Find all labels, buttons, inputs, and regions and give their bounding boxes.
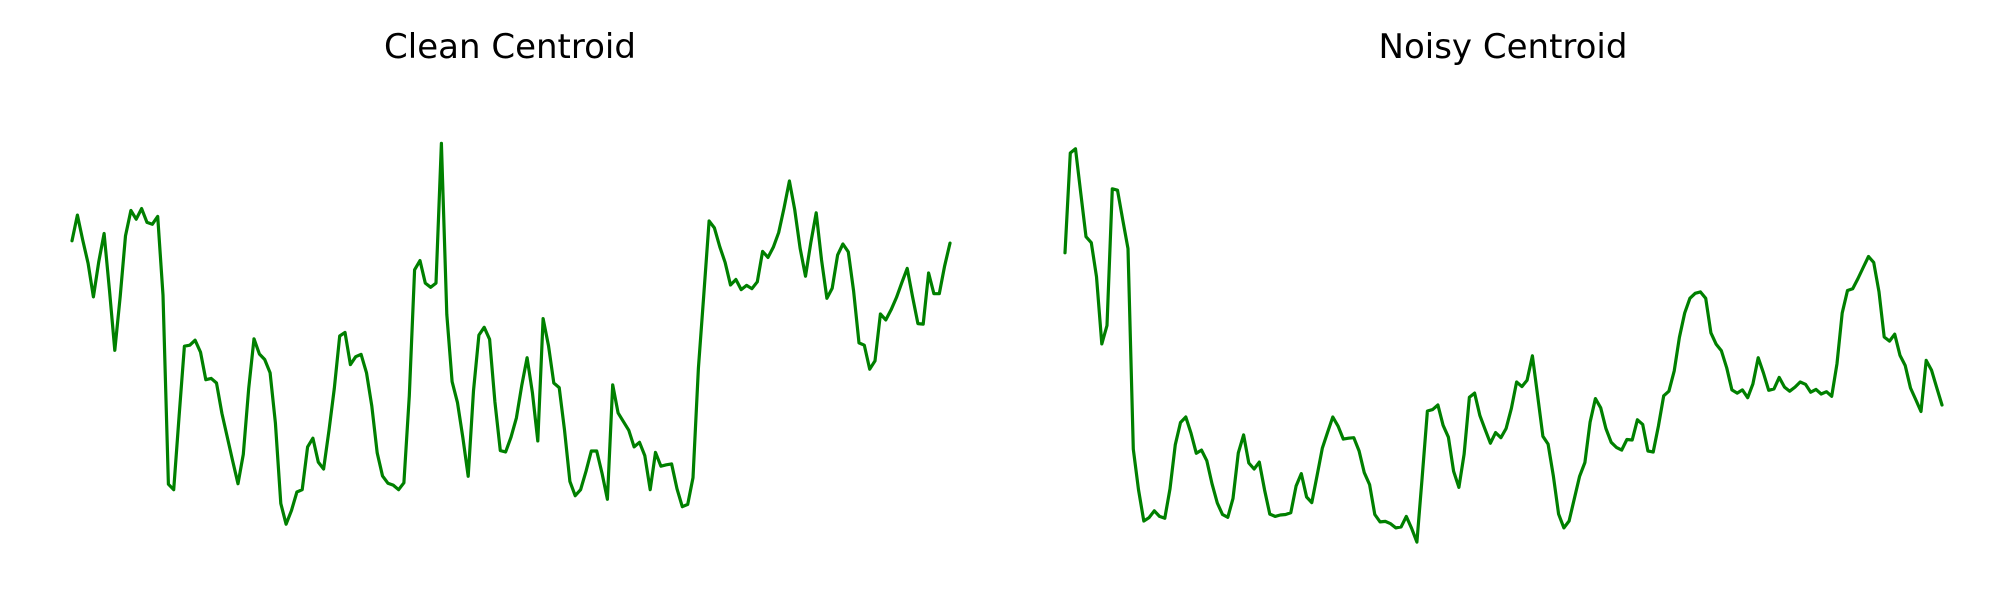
chart-title-noisy-centroid: Noisy Centroid — [1379, 27, 1628, 67]
chart-title-clean-centroid: Clean Centroid — [384, 27, 636, 67]
panel-noisy-centroid: Noisy Centroid — [1063, 27, 1944, 544]
series-line-noisy-centroid — [1063, 147, 1944, 544]
panel-clean-centroid: Clean Centroid — [70, 27, 952, 526]
series-line-clean-centroid — [70, 141, 952, 526]
